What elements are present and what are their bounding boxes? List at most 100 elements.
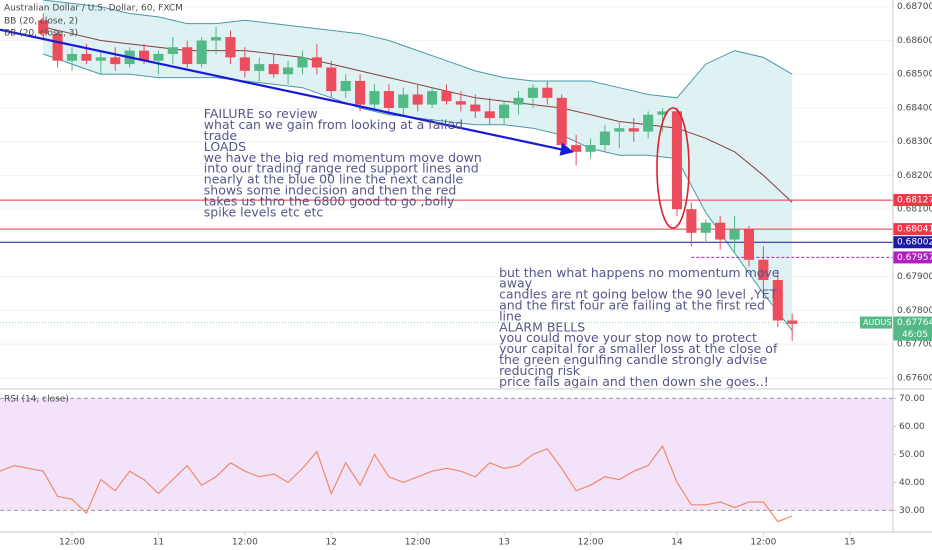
annotation-line: you could move your stop now to protect xyxy=(499,330,757,345)
annotation-line: FAILURE so review xyxy=(204,106,318,121)
candle-body xyxy=(484,111,495,119)
candle-body xyxy=(614,128,625,132)
y-tick-label: 0.68100 xyxy=(897,205,932,215)
annotation-line: into our trading range red support lines… xyxy=(204,161,479,176)
annotation-line: LOADS xyxy=(204,139,246,154)
candle-body xyxy=(729,229,740,240)
band-upper xyxy=(43,0,793,99)
candle-body xyxy=(758,259,769,281)
annotation-line: trade xyxy=(204,128,238,143)
candle-body xyxy=(225,37,236,58)
candle-body xyxy=(38,20,49,34)
symbol-title: Australian Dollar / U.S. Dollar, 60, FXC… xyxy=(4,4,183,14)
legend-entry: BB (20, close, 3) xyxy=(4,29,78,39)
candle-body xyxy=(643,114,654,132)
y-tick-label: 0.67600 xyxy=(897,373,932,383)
candle-body xyxy=(599,131,610,146)
candle-body xyxy=(513,97,524,105)
annotation-line: candles are nt going below the 90 level … xyxy=(499,287,777,302)
candle-body xyxy=(700,222,711,233)
candle-body xyxy=(254,64,265,71)
countdown-label: 46:05 xyxy=(902,330,928,340)
y-tick-label: 0.67800 xyxy=(897,306,932,316)
candle-body xyxy=(182,47,193,65)
candle-body xyxy=(772,280,783,321)
x-tick-label: 12:00 xyxy=(750,538,776,548)
level-label-bg xyxy=(893,236,932,249)
trend-line xyxy=(0,28,574,156)
candle-body xyxy=(499,104,510,119)
level-label-bg xyxy=(893,251,932,264)
candle-body xyxy=(153,53,164,61)
y-tick-label: 0.68400 xyxy=(897,103,932,113)
candle-body xyxy=(628,128,639,132)
candle-body xyxy=(211,37,222,41)
annotation-line: and the first four are failing at the fi… xyxy=(499,297,765,312)
y-tick-label: 0.68700 xyxy=(897,2,932,12)
candle-body xyxy=(527,87,538,98)
level-label: 0.67957 xyxy=(897,253,932,263)
candle-body xyxy=(412,94,423,105)
y-tick-label: 50.00 xyxy=(899,450,925,460)
axes: 0.68700 0.68600 0.68500 0.68400 0.68300 0.682… xyxy=(59,2,932,548)
y-tick-label: 0.68600 xyxy=(897,36,932,46)
x-tick-label: 12 xyxy=(326,538,337,548)
level-label: 0.68127 xyxy=(897,196,932,206)
x-tick-label: 12:00 xyxy=(578,538,604,548)
candle-body xyxy=(311,57,322,68)
candle-body xyxy=(167,47,178,54)
current-price-label: 0.67764 xyxy=(897,318,932,328)
candle-body xyxy=(398,94,409,108)
candle-body xyxy=(95,57,106,61)
band-fill xyxy=(43,0,793,331)
annotation-line: nearly at the blue 00 line the next cand… xyxy=(204,172,464,187)
level-label-bg xyxy=(893,194,932,207)
x-tick-label: 13 xyxy=(498,538,509,548)
candle-body xyxy=(138,50,150,61)
candle-body xyxy=(470,104,481,112)
candle-body xyxy=(369,91,380,105)
candle-body xyxy=(455,101,466,105)
rsi-pane xyxy=(0,397,893,523)
annotation-line: away xyxy=(499,276,533,291)
level-label-bg xyxy=(893,223,932,236)
candle-body xyxy=(441,91,452,102)
annotation-line: your capital for a smaller loss at the c… xyxy=(499,341,778,356)
y-tick-label: 30.00 xyxy=(899,506,925,516)
candle-body xyxy=(383,91,394,108)
rsi-line xyxy=(0,444,793,523)
candle-body xyxy=(297,57,308,68)
x-tick-label: 12:00 xyxy=(59,538,85,548)
candle-body xyxy=(657,111,668,115)
highlight-ellipse xyxy=(656,107,690,229)
y-tick-label: 0.68200 xyxy=(897,171,932,181)
annotation-line: ALARM BELLS xyxy=(499,319,585,334)
candle-body xyxy=(355,80,366,105)
candle-body xyxy=(340,80,351,92)
annotation-line: reducing risk xyxy=(499,363,581,378)
x-tick-label: 12:00 xyxy=(405,538,431,548)
candle-body xyxy=(52,33,63,61)
x-tick-label: 11 xyxy=(153,538,164,548)
candle-body xyxy=(542,87,553,98)
candle-body xyxy=(743,229,755,260)
candle-body xyxy=(110,57,121,65)
candle-body xyxy=(571,145,582,152)
candle-body xyxy=(81,53,92,61)
annotation-line: takes us thro the 6800 good to go ,bolly xyxy=(204,193,455,208)
candle-body xyxy=(671,111,682,210)
candle-body xyxy=(427,91,438,105)
candle-body xyxy=(283,67,294,75)
x-tick-label: 14 xyxy=(671,538,683,548)
candle-body xyxy=(66,53,78,61)
y-tick-label: 0.67700 xyxy=(897,340,932,350)
candle-body xyxy=(268,64,279,75)
level-label: 0.68002 xyxy=(897,238,932,248)
annotation-line: but then what happens no momentum move xyxy=(499,265,780,280)
current-price-bg xyxy=(893,316,932,341)
candle-body xyxy=(585,145,596,152)
annotation-line: shows some indecision and then the red xyxy=(204,183,457,198)
candle-body xyxy=(715,222,726,240)
